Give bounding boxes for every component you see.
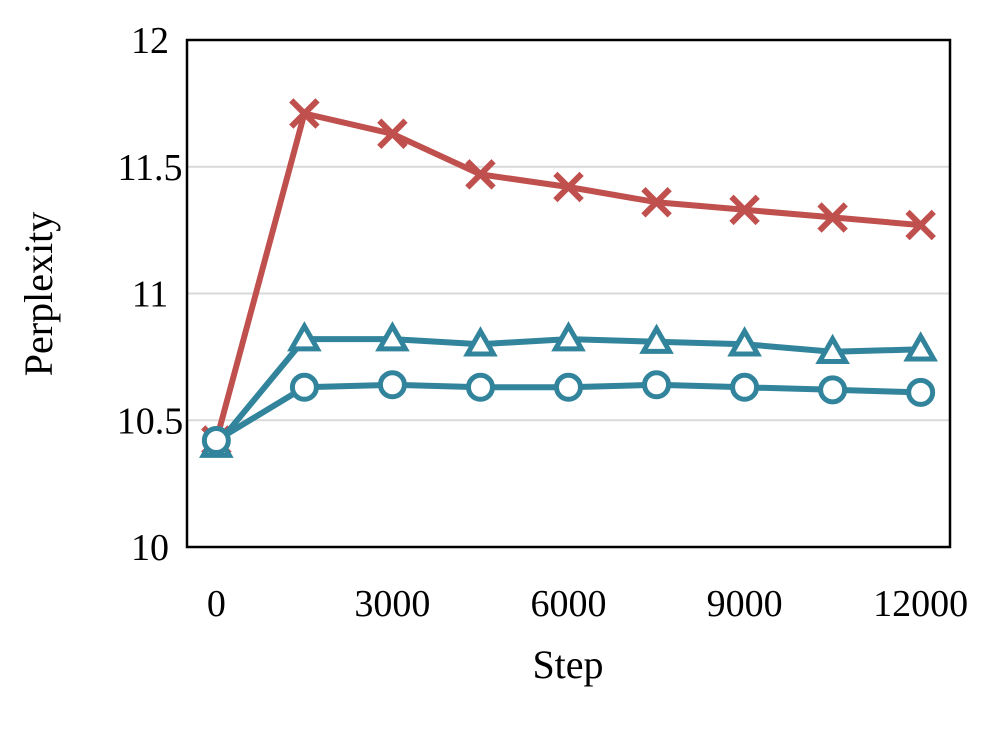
data-point-x-marker <box>729 194 760 226</box>
data-point-triangle-marker <box>375 321 410 352</box>
x-axis-title: Step <box>532 642 603 687</box>
data-point-x-marker <box>377 118 408 150</box>
y-tick-labels: 10 10.5 11 11.5 12 <box>117 20 184 569</box>
data-point-triangle-marker <box>815 333 850 365</box>
y-tick-label: 12 <box>131 20 169 62</box>
data-point-circle-marker <box>201 426 231 456</box>
series-group <box>199 98 938 458</box>
data-point-triangle-marker <box>287 321 322 352</box>
y-tick-label: 10.5 <box>117 400 184 442</box>
data-point-circle-marker <box>465 372 495 402</box>
gridlines <box>187 165 950 422</box>
series-x <box>201 98 936 456</box>
y-tick-label: 11.5 <box>117 147 182 189</box>
data-point-triangle-marker <box>551 321 586 352</box>
data-point-circle-marker <box>377 370 407 400</box>
data-point-circle-marker <box>730 372 760 402</box>
data-point-circle-marker <box>906 377 936 407</box>
data-point-x-marker <box>817 202 848 233</box>
data-point-x-marker <box>641 186 672 218</box>
data-point-x-marker <box>553 171 584 203</box>
data-point-triangle-marker <box>903 331 938 362</box>
data-point-x-marker <box>289 98 320 129</box>
x-tick-label: 3000 <box>354 583 430 625</box>
x-tick-label: 12000 <box>873 583 968 625</box>
data-point-x-marker <box>465 159 496 190</box>
data-point-circle-marker <box>289 372 319 402</box>
x-tick-labels: 0 3000 6000 9000 12000 <box>207 583 968 625</box>
series-circle <box>201 370 936 456</box>
x-tick-label: 6000 <box>531 583 607 625</box>
x-tick-label: 9000 <box>707 583 783 625</box>
y-tick-label: 11 <box>132 274 169 316</box>
data-point-triangle-marker <box>463 326 498 357</box>
y-tick-label: 10 <box>131 527 169 569</box>
y-axis-title: Perplexity <box>16 212 61 376</box>
data-point-triangle-marker <box>639 323 674 354</box>
data-point-circle-marker <box>554 372 583 402</box>
x-tick-label: 0 <box>207 583 226 625</box>
data-point-x-marker <box>905 209 936 241</box>
data-point-circle-marker <box>818 375 848 405</box>
data-point-triangle-marker <box>727 326 762 357</box>
data-point-circle-marker <box>642 370 672 400</box>
plot-area-frame <box>185 38 952 549</box>
